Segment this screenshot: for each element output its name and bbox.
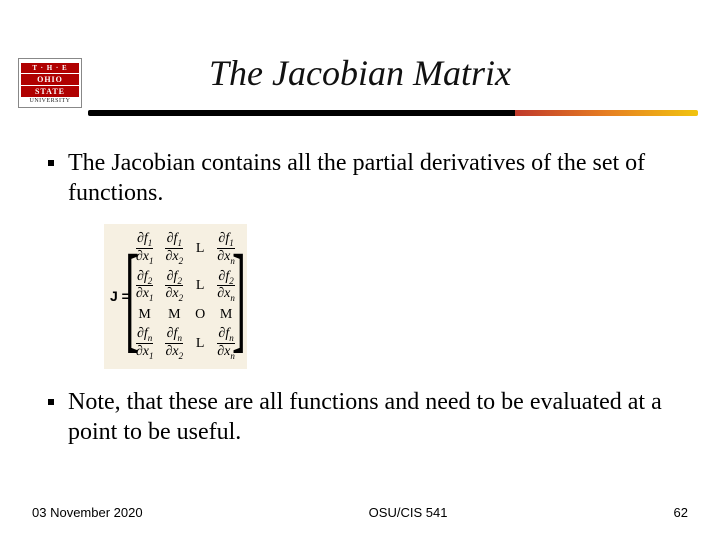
matrix-row: ∂fn∂x1 ∂fn∂x2 L ∂fn∂xn bbox=[130, 325, 241, 363]
bullet-dot-icon bbox=[48, 160, 54, 166]
bullet-1: The Jacobian contains all the partial de… bbox=[48, 148, 680, 208]
footer-date: 03 November 2020 bbox=[32, 505, 143, 520]
slide-footer: 03 November 2020 OSU/CIS 541 62 bbox=[32, 505, 688, 520]
footer-course: OSU/CIS 541 bbox=[369, 505, 448, 520]
matrix-cell: L bbox=[189, 230, 211, 268]
matrix-grid: ∂f1∂x1 ∂f1∂x2 L ∂f1∂xn ∂f2∂x1 ∂f2∂x2 L ∂… bbox=[130, 230, 241, 363]
slide-title: The Jacobian Matrix bbox=[0, 52, 720, 94]
bullet-2: Note, that these are all functions and n… bbox=[48, 387, 680, 447]
matrix-cell: ∂fn∂x2 bbox=[159, 325, 189, 363]
logo-sub: UNIVERSITY bbox=[30, 98, 71, 104]
matrix-row: ∂f1∂x1 ∂f1∂x2 L ∂f1∂xn bbox=[130, 230, 241, 268]
matrix-cell: M bbox=[159, 305, 189, 325]
jacobian-matrix: J = [ ∂f1∂x1 ∂f1∂x2 L ∂f1∂xn ∂f2∂x1 ∂f2∂… bbox=[104, 224, 247, 369]
matrix-cell: ∂f1∂x2 bbox=[159, 230, 189, 268]
matrix-cell: L bbox=[189, 325, 211, 363]
slide-body: The Jacobian contains all the partial de… bbox=[48, 148, 680, 459]
matrix-cell: O bbox=[189, 305, 211, 325]
matrix-cell: L bbox=[189, 268, 211, 306]
footer-page: 62 bbox=[674, 505, 688, 520]
title-rule bbox=[88, 110, 698, 116]
matrix-cell: ∂f2∂x2 bbox=[159, 268, 189, 306]
right-bracket-icon: ] bbox=[232, 250, 246, 344]
matrix-row: ∂f2∂x1 ∂f2∂x2 L ∂f2∂xn bbox=[130, 268, 241, 306]
matrix-row: M M O M bbox=[130, 305, 241, 325]
bullet-dot-icon bbox=[48, 399, 54, 405]
bullet-1-text: The Jacobian contains all the partial de… bbox=[68, 148, 680, 208]
left-bracket-icon: [ bbox=[125, 250, 139, 344]
bullet-2-text: Note, that these are all functions and n… bbox=[68, 387, 680, 447]
